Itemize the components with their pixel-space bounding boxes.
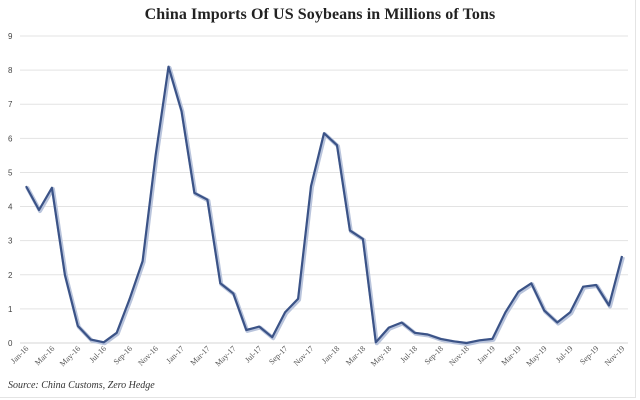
series-line-shadow [25,65,625,346]
y-tick-label: 0 [8,339,13,348]
x-axis-ticks: Jan-16 Mar-16 May-16 Jul-16 Sep-16 Nov-16 Jan-… [9,344,626,368]
x-tick-label: Jul-16 [88,344,109,365]
y-tick-label: 7 [8,100,13,109]
x-tick-label: Sep-19 [578,344,600,366]
y-tick-label: 9 [8,32,13,41]
x-tick-label: Nov-18 [447,344,471,368]
x-tick-label: Jul-18 [399,344,420,365]
series-line [25,65,624,345]
y-tick-label: 8 [8,66,13,75]
y-axis-ticks: 0 1 2 3 4 5 6 7 8 9 [8,32,13,348]
chart-title: China Imports Of US Soybeans in Millions… [144,6,496,23]
x-tick-label: May-17 [213,344,237,368]
x-tick-label: May-18 [369,344,393,368]
x-tick-label: Sep-18 [423,344,445,366]
x-tick-label: Mar-19 [500,344,523,367]
y-tick-label: 4 [8,203,13,212]
x-tick-label: Mar-17 [189,344,212,367]
x-tick-label: Nov-19 [603,344,627,368]
x-tick-label: Sep-16 [112,344,134,366]
x-tick-label: Nov-16 [136,344,160,368]
x-tick-label: Nov-17 [292,344,316,368]
x-tick-label: Jan-19 [475,344,496,365]
source-note: Source: China Customs, Zero Hedge [8,380,155,391]
x-tick-label: May-19 [524,344,548,368]
gridlines [20,35,628,344]
y-tick-label: 1 [8,305,13,314]
x-tick-label: Sep-17 [267,344,289,366]
y-tick-label: 2 [8,271,13,280]
x-tick-label: Mar-18 [344,344,367,367]
x-tick-label: May-16 [58,344,82,368]
x-tick-label: Jan-17 [164,344,185,365]
x-tick-label: Mar-16 [33,344,56,367]
y-tick-label: 3 [8,237,13,246]
x-tick-label: Jul-17 [243,344,264,365]
y-tick-label: 5 [8,168,13,177]
series-lines [25,65,625,346]
x-tick-label: Jul-19 [554,344,575,365]
y-tick-label: 6 [8,134,13,143]
x-tick-label: Jan-18 [320,344,341,365]
